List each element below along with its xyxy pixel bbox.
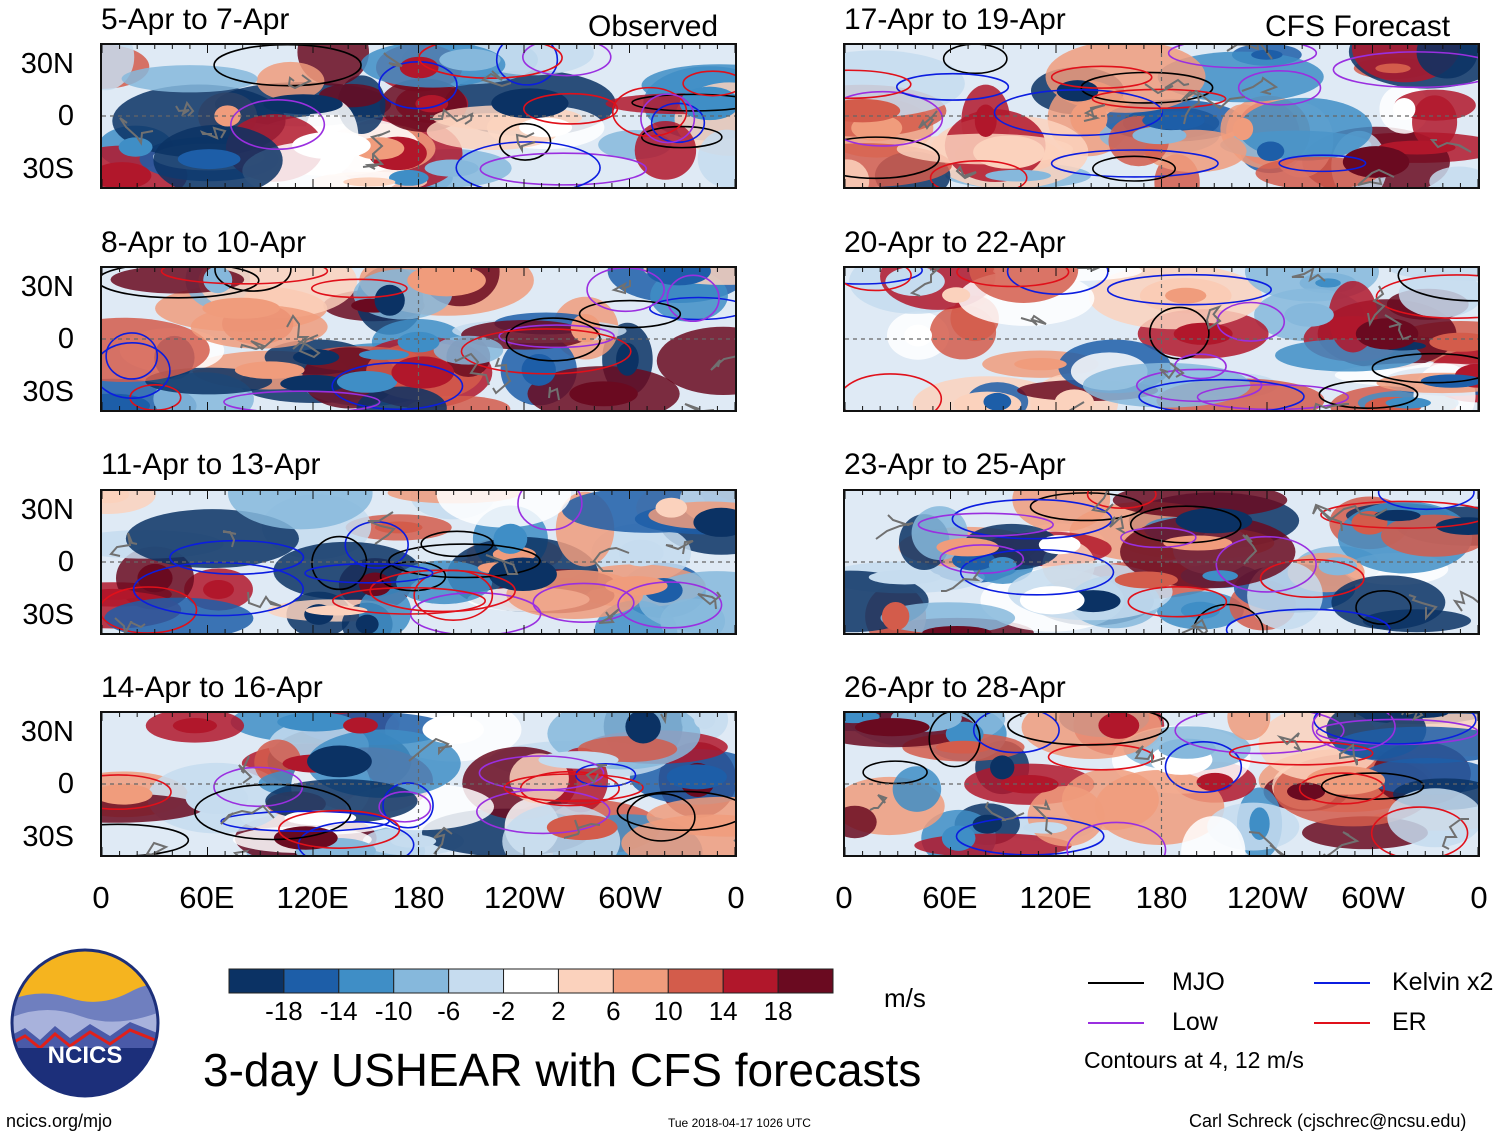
y-tick-label: 0: [57, 768, 74, 800]
panel-cfs-3: [843, 489, 1480, 635]
y-tick-label: 30N: [20, 271, 74, 303]
legend-low-line: [1088, 1022, 1144, 1024]
cfs-forecast-header: CFS Forecast: [1265, 10, 1451, 43]
legend-low-label: Low: [1172, 1008, 1218, 1036]
x-tick-label: 60W: [598, 880, 663, 915]
panel-title-8: 26-Apr to 28-Apr: [844, 671, 1066, 704]
colorbar-label: -18: [265, 996, 303, 1026]
colorbar-box: [722, 968, 779, 994]
x-tick-label: 0: [727, 880, 745, 915]
colorbar-label: 18: [763, 996, 793, 1026]
legend-er-label: ER: [1392, 1008, 1427, 1036]
colorbar-box: [667, 968, 724, 994]
footer-author: Carl Schreck (cjschrec@ncsu.edu): [1189, 1111, 1467, 1131]
colorbar-box: [503, 968, 559, 994]
legend-kelvin-label: Kelvin x2: [1392, 968, 1494, 996]
colorbar-label: 2: [551, 996, 566, 1026]
x-tick-label: 0: [1470, 880, 1488, 915]
legend-er-line: [1314, 1022, 1370, 1024]
legend-mjo-line: [1088, 982, 1144, 984]
panel-cfs-1: [843, 43, 1480, 189]
logo-text: NCICS: [47, 1042, 123, 1069]
panel-obs-2: [100, 266, 737, 412]
x-tick-label: 0: [92, 880, 110, 915]
y-tick-label: 30N: [20, 716, 74, 748]
x-tick-label: 0: [835, 880, 853, 915]
x-tick-label: 180: [392, 880, 445, 915]
panel-title-4: 14-Apr to 16-Apr: [101, 671, 323, 704]
panel-title-2: 8-Apr to 10-Apr: [101, 226, 307, 259]
panel-title-5: 17-Apr to 19-Apr: [844, 3, 1066, 36]
x-tick-label: 60E: [179, 880, 235, 915]
y-tick-label: 30N: [20, 494, 74, 526]
colorbar-unit: m/s: [884, 983, 926, 1013]
colorbar-label: -10: [374, 996, 413, 1026]
colorbar-box: [228, 968, 285, 994]
footer-url: ncics.org/mjo: [6, 1111, 113, 1131]
panel-obs-1: [100, 43, 737, 189]
colorbar-box: [612, 968, 669, 994]
colorbar-label: -14: [320, 996, 358, 1026]
chart-title: 3-day USHEAR with CFS forecasts: [203, 1044, 922, 1096]
panel-cfs-4: [843, 711, 1480, 857]
y-tick-label: 0: [57, 323, 74, 355]
colorbar-label: 6: [606, 996, 621, 1026]
colorbar-box: [283, 968, 340, 994]
panel-cfs-2: [843, 266, 1480, 412]
y-tick-label: 30N: [20, 48, 74, 80]
legend-kelvin-line: [1314, 982, 1370, 984]
panel-obs-3: [100, 489, 737, 635]
colorbar-label: -2: [491, 996, 516, 1026]
ncics-logo: NCICS: [10, 948, 160, 1098]
observed-header: Observed: [588, 10, 719, 43]
footer-timestamp: Tue 2018-04-17 1026 UTC: [668, 1116, 811, 1130]
colorbar-box: [448, 968, 505, 994]
x-tick-label: 60W: [1341, 880, 1406, 915]
y-tick-label: 30S: [22, 821, 74, 853]
panel-title-3: 11-Apr to 13-Apr: [101, 448, 321, 481]
y-tick-label: 0: [57, 546, 74, 578]
x-tick-label: 120W: [1226, 880, 1308, 915]
colorbar-box: [393, 968, 450, 994]
colorbar-label: 10: [653, 996, 683, 1026]
x-tick-label: 120E: [1019, 880, 1092, 915]
x-tick-label: 60E: [922, 880, 978, 915]
x-tick-label: 120E: [276, 880, 349, 915]
y-tick-label: 30S: [22, 153, 74, 185]
panel-title-1: 5-Apr to 7-Apr: [101, 3, 290, 36]
y-tick-label: 30S: [22, 599, 74, 631]
panel-title-6: 20-Apr to 22-Apr: [844, 226, 1066, 259]
panel-obs-4: [100, 711, 737, 857]
colorbar-label: 14: [708, 996, 738, 1026]
colorbar-box: [338, 968, 395, 994]
x-tick-label: 180: [1135, 880, 1188, 915]
colorbar-box: [777, 968, 834, 994]
colorbar-box: [557, 968, 614, 994]
legend-mjo-label: MJO: [1172, 968, 1225, 996]
colorbar: [228, 968, 834, 994]
x-tick-label: 120W: [483, 880, 565, 915]
panel-title-7: 23-Apr to 25-Apr: [844, 448, 1066, 481]
y-tick-label: 30S: [22, 376, 74, 408]
y-tick-label: 0: [57, 100, 74, 132]
colorbar-label: -6: [437, 996, 461, 1026]
contour-note: Contours at 4, 12 m/s: [1084, 1047, 1304, 1073]
